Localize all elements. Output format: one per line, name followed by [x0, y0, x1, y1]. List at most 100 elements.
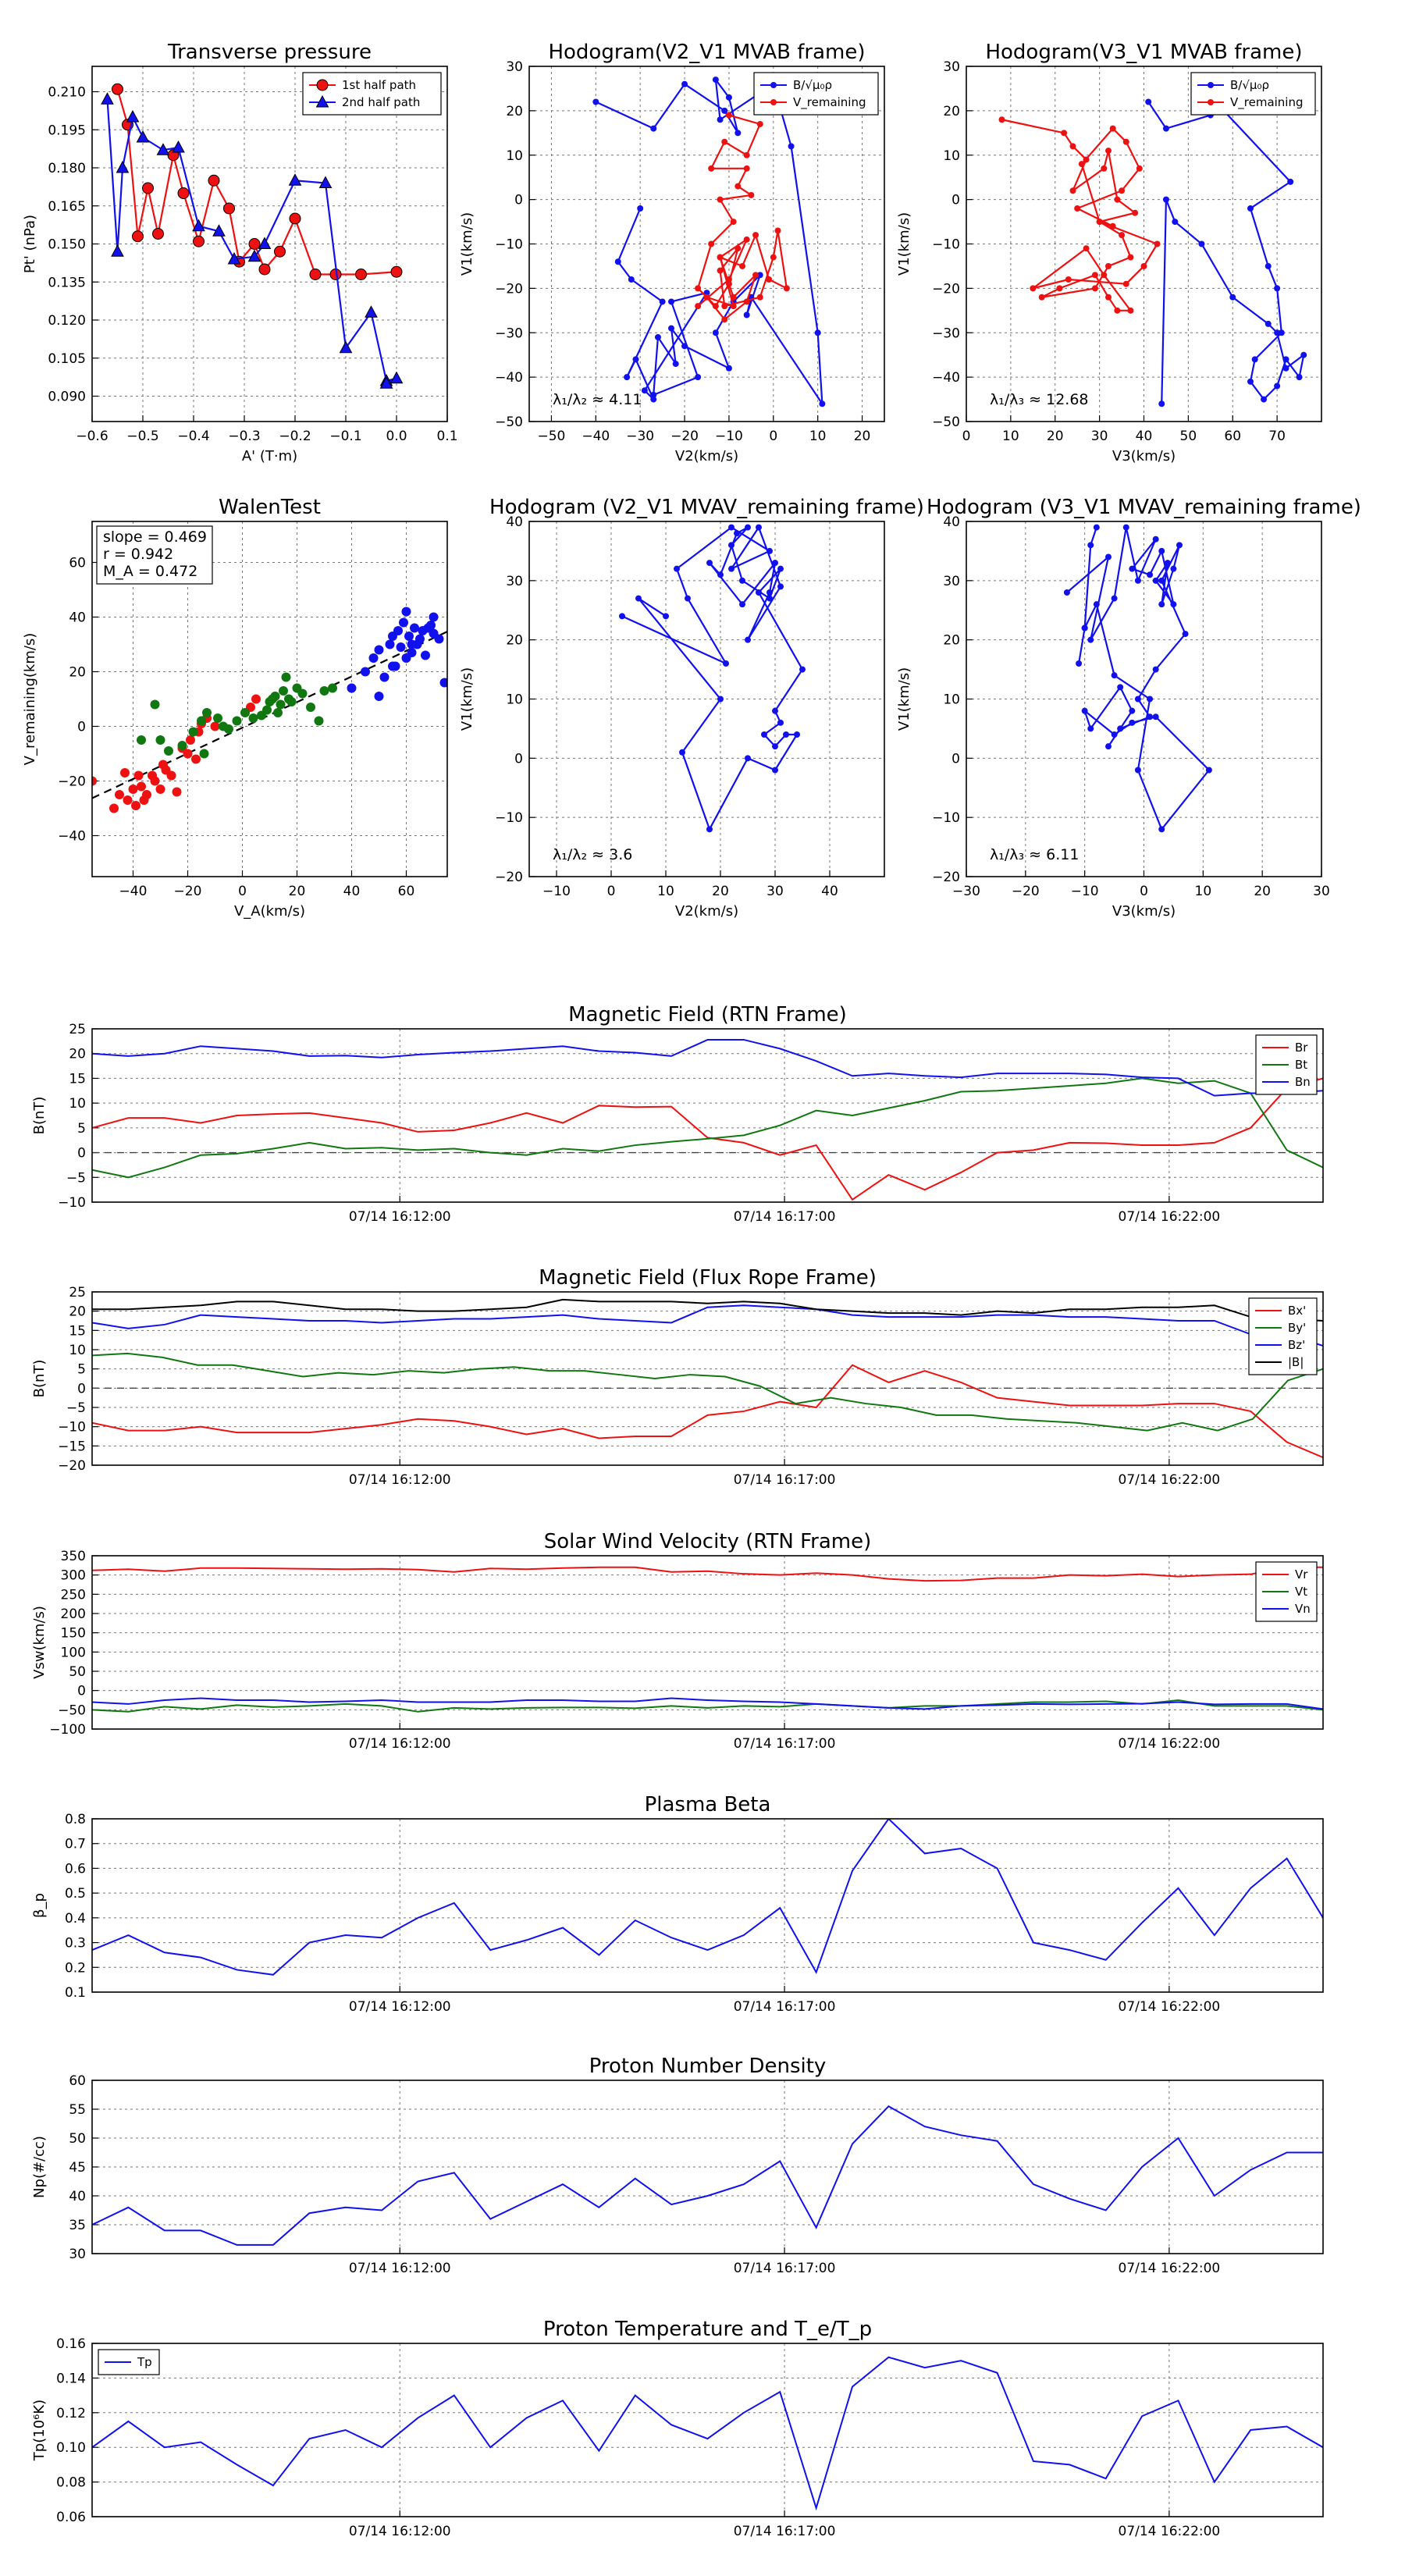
data-point [1158, 547, 1165, 554]
y-tick-label: 20 [69, 1304, 86, 1320]
y-axis-label: B(nT) [31, 1360, 48, 1398]
data-point [663, 613, 669, 620]
data-point [767, 547, 773, 554]
data-point [761, 731, 767, 738]
data-point [1101, 165, 1108, 172]
y-tick-label: 45 [69, 2160, 86, 2176]
y-tick-label: −20 [932, 281, 960, 297]
data-point [756, 524, 762, 531]
x-tick-label: −0.1 [329, 429, 361, 444]
data-point [197, 716, 206, 726]
legend-label: Vt [1295, 1585, 1307, 1599]
y-tick-label: −20 [932, 870, 960, 885]
data-point [361, 667, 370, 677]
x-tick-label: 07/14 16:12:00 [349, 1736, 451, 1752]
y-axis-label: Tp(10⁶K) [31, 2400, 48, 2461]
data-point [1083, 156, 1090, 163]
data-point [819, 400, 826, 407]
chart-hodo3: Hodogram (V2_V1 MVAV_remaining frame) −10… [459, 496, 924, 920]
data-point [1300, 351, 1307, 358]
y-tick-label: 0.105 [48, 351, 86, 367]
chart-title: Magnetic Field (Flux Rope Frame) [539, 1266, 877, 1290]
data-point [365, 305, 378, 318]
y-tick-label: 0.12 [56, 2406, 86, 2421]
data-point [155, 735, 165, 745]
y-tick-label: 20 [943, 104, 960, 119]
data-point [745, 524, 751, 531]
data-point [725, 280, 732, 287]
data-point [1247, 378, 1254, 385]
data-point [399, 617, 408, 628]
data-point [247, 249, 261, 262]
data-point [743, 236, 750, 243]
y-tick-label: 0.210 [48, 85, 86, 101]
data-point [355, 269, 367, 280]
y-tick-label: −50 [495, 415, 523, 430]
data-point [788, 143, 795, 150]
y-tick-label: 0 [951, 193, 960, 208]
y-axis-label: B(nT) [31, 1097, 48, 1135]
data-point [410, 623, 419, 633]
data-point [199, 749, 209, 759]
data-point [1274, 382, 1281, 390]
data-point [232, 716, 242, 726]
legend-label: B/√μ₀ρ [793, 78, 832, 92]
data-point [1152, 666, 1159, 673]
plot-area [998, 80, 1307, 407]
y-tick-label: 0.14 [56, 2371, 86, 2386]
data-point [120, 768, 130, 777]
data-point [712, 329, 719, 336]
y-tick-label: 30 [943, 59, 960, 75]
legend-label: 1st half path [342, 78, 416, 92]
data-point [401, 653, 411, 663]
chart-title: Hodogram(V2_V1 MVAB frame) [548, 41, 865, 64]
data-point [624, 374, 631, 381]
data-point [650, 125, 657, 132]
data-point [739, 262, 745, 269]
x-tick-label: 07/14 16:22:00 [1119, 1999, 1221, 2015]
data-point [1287, 178, 1294, 185]
data-point [712, 76, 719, 84]
data-point [774, 227, 781, 234]
x-tick-label: 0 [769, 429, 777, 444]
data-point [783, 285, 790, 292]
data-point [1198, 240, 1205, 247]
x-tick-label: −10 [1071, 884, 1099, 899]
x-tick-label: 07/14 16:22:00 [1119, 2261, 1221, 2276]
data-point [1101, 272, 1108, 279]
data-point [674, 565, 680, 572]
data-point [1147, 696, 1154, 703]
x-tick-label: 30 [1091, 429, 1108, 444]
y-axis-label: Pt' (nPa) [22, 215, 38, 273]
data-point [695, 374, 702, 381]
data-point [1162, 125, 1169, 132]
x-tick-label: 60 [1224, 429, 1241, 444]
x-tick-label: 40 [1136, 429, 1153, 444]
data-point [166, 770, 176, 781]
y-tick-label: 0 [77, 1684, 86, 1699]
data-point [1105, 294, 1112, 301]
data-point [1152, 713, 1159, 720]
data-point [188, 727, 198, 737]
annotation-text: λ₁/λ₃ ≈ 6.11 [990, 846, 1079, 863]
y-tick-label: 0.2 [65, 1960, 86, 1976]
data-point [668, 298, 674, 305]
data-point [262, 705, 272, 715]
data-point [730, 303, 737, 310]
chart-hodo2: Hodogram(V3_V1 MVAB frame) 0 10 20 30 40 50 60 7… [896, 41, 1322, 464]
data-point [641, 387, 648, 394]
series-line--B- [92, 1298, 1323, 1322]
data-point [389, 371, 404, 384]
axes-frame [91, 521, 448, 877]
data-point [1069, 187, 1076, 194]
data-point [1030, 285, 1037, 292]
x-tick-label: 07/14 16:22:00 [1119, 1472, 1221, 1488]
data-point [92, 776, 97, 786]
legend: B/√μ₀ρ V_remaining [753, 72, 879, 116]
x-tick-label: −30 [626, 429, 654, 444]
data-point [248, 713, 258, 723]
data-point [136, 130, 150, 143]
data-point [1147, 571, 1154, 578]
x-tick-label: 07/14 16:17:00 [734, 1472, 836, 1488]
legend-label: Bt [1295, 1058, 1307, 1072]
